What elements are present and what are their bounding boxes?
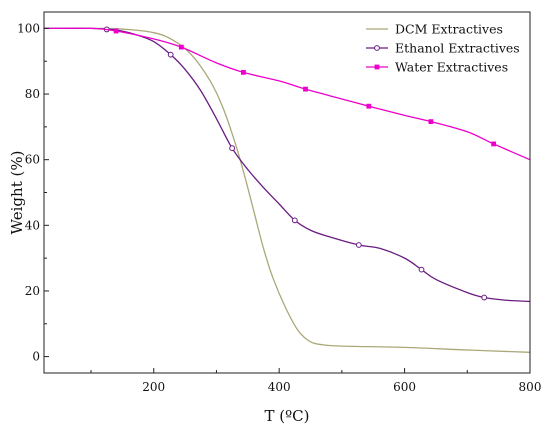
x-tick-label-600: 600	[393, 380, 416, 394]
series-3-marker-7	[491, 141, 497, 147]
x-tick-label-200: 200	[142, 380, 165, 394]
y-tick-label-60: 60	[25, 153, 40, 167]
x-axis-label: T (ºC)	[264, 407, 309, 425]
x-tick-label-800: 800	[519, 380, 542, 394]
series-line-2	[43, 27, 531, 303]
series-3-marker-6	[428, 119, 434, 125]
series-2	[43, 26, 531, 303]
legend-marker-3	[374, 64, 380, 70]
series-3-marker-5	[366, 103, 372, 109]
legend: DCM Extractives Ethanol Extractives Water …	[366, 22, 520, 75]
series-1	[43, 27, 531, 353]
y-tick-label-100: 100	[17, 21, 40, 35]
series-3-marker-1	[113, 28, 119, 34]
legend-entry-2: Ethanol Extractives	[366, 41, 520, 56]
legend-label-3: Water Extractives	[395, 60, 508, 75]
legend-label-2: Ethanol Extractives	[395, 41, 520, 56]
series-3-marker-3	[241, 69, 246, 75]
y-tick-label-20: 20	[25, 284, 40, 298]
legend-label-1: DCM Extractives	[395, 22, 503, 37]
series-3	[43, 27, 531, 161]
y-tick-label-80: 80	[25, 87, 40, 101]
series-line-3	[43, 27, 531, 161]
series-2-marker-6	[418, 266, 425, 273]
series-3-marker-4	[303, 86, 308, 92]
y-tick-label-0: 0	[32, 350, 40, 364]
series-line-1	[43, 27, 531, 353]
legend-entry-1: DCM Extractives	[366, 22, 503, 37]
series-2-marker-7	[481, 294, 488, 301]
legend-marker-2	[374, 45, 380, 51]
series-2-marker-3	[229, 145, 236, 152]
series-3-marker-2	[178, 44, 184, 50]
x-tick-label-400: 400	[268, 380, 291, 394]
y-axis-label: Weight (%)	[8, 151, 26, 235]
axis-ticks: 200 400 600 800 0 20 40 60 80 100	[17, 21, 541, 394]
y-tick-label-40: 40	[25, 218, 40, 232]
series-2-marker-2	[167, 51, 174, 58]
series-layer	[43, 26, 531, 353]
series-2-marker-4	[291, 217, 298, 224]
series-2-marker-5	[355, 242, 362, 248]
legend-entry-3: Water Extractives	[366, 60, 508, 75]
